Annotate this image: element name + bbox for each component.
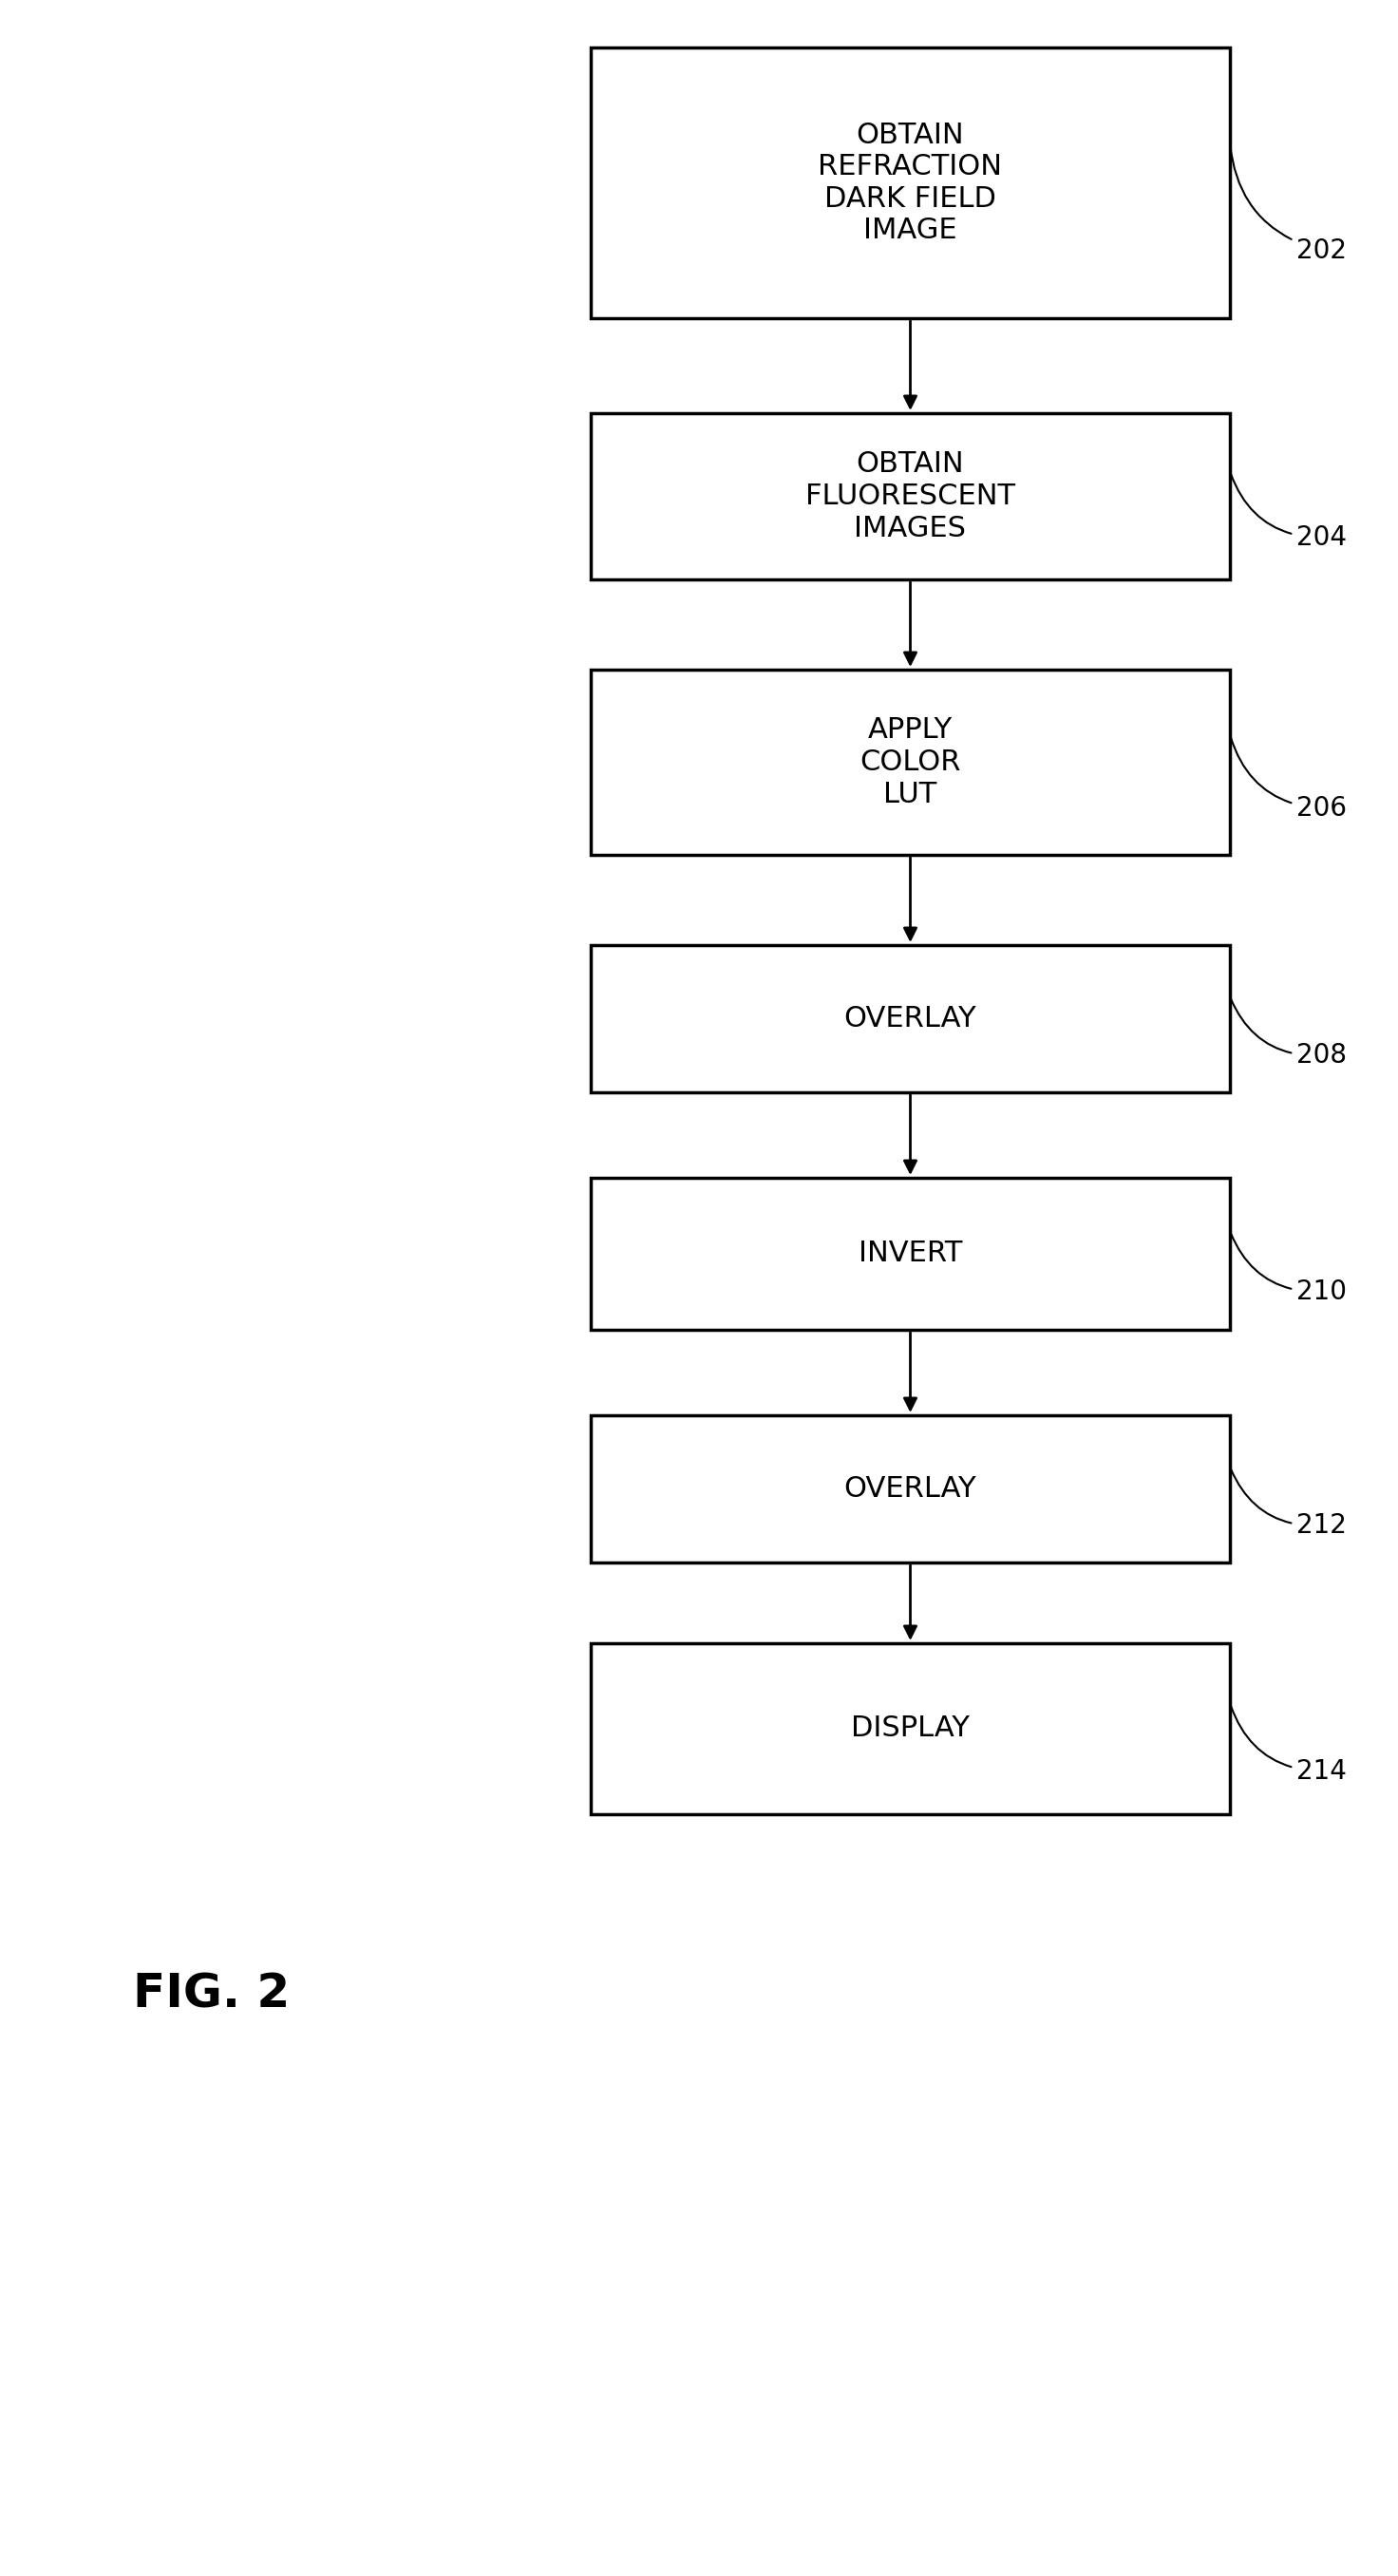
Text: OVERLAY: OVERLAY <box>844 1476 977 1502</box>
Bar <box>591 945 1230 1092</box>
Text: 206: 206 <box>1230 737 1346 822</box>
Text: FIG. 2: FIG. 2 <box>133 1971 289 2017</box>
Text: 212: 212 <box>1230 1468 1346 1538</box>
Text: 204: 204 <box>1230 474 1346 551</box>
Bar <box>591 46 1230 319</box>
Bar <box>591 670 1230 855</box>
Text: 214: 214 <box>1230 1705 1346 1785</box>
Text: DISPLAY: DISPLAY <box>851 1716 970 1741</box>
Bar <box>591 1177 1230 1329</box>
Bar <box>591 1414 1230 1564</box>
Text: 210: 210 <box>1230 1234 1346 1306</box>
Text: 202: 202 <box>1230 144 1346 263</box>
Text: APPLY
COLOR
LUT: APPLY COLOR LUT <box>860 716 960 809</box>
Text: OBTAIN
FLUORESCENT
IMAGES: OBTAIN FLUORESCENT IMAGES <box>805 451 1015 541</box>
Text: INVERT: INVERT <box>858 1239 962 1267</box>
Text: 208: 208 <box>1230 999 1346 1069</box>
Text: OBTAIN
REFRACTION
DARK FIELD
IMAGE: OBTAIN REFRACTION DARK FIELD IMAGE <box>818 121 1002 245</box>
Text: OVERLAY: OVERLAY <box>844 1005 977 1033</box>
Bar <box>591 412 1230 580</box>
Bar <box>591 1643 1230 1814</box>
